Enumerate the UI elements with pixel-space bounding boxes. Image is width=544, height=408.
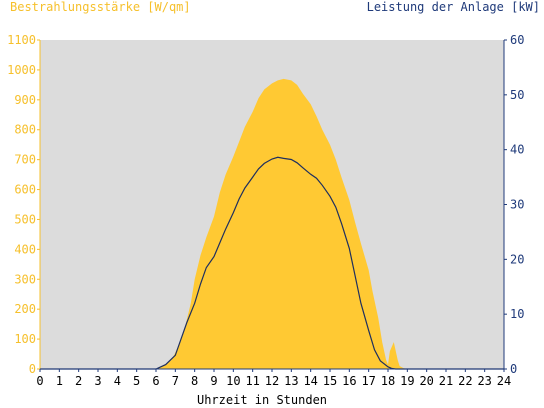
right-tick-label: 60 — [510, 33, 524, 47]
left-tick-label: 600 — [14, 183, 36, 197]
left-tick-label: 700 — [14, 153, 36, 167]
left-tick-label: 400 — [14, 242, 36, 256]
left-tick-label: 100 — [14, 332, 36, 346]
x-tick-label: 0 — [36, 374, 43, 388]
left-tick-label: 500 — [14, 212, 36, 226]
x-tick-label: 20 — [419, 374, 433, 388]
x-tick-label: 21 — [439, 374, 453, 388]
x-tick-label: 4 — [114, 374, 121, 388]
left-tick-label: 1100 — [7, 33, 36, 47]
x-tick-label: 5 — [133, 374, 140, 388]
x-tick-label: 6 — [152, 374, 159, 388]
x-tick-label: 16 — [342, 374, 356, 388]
x-tick-label: 2 — [75, 374, 82, 388]
left-tick-label: 1000 — [7, 63, 36, 77]
x-tick-label: 23 — [477, 374, 491, 388]
x-tick-label: 17 — [361, 374, 375, 388]
x-axis-label: Uhrzeit in Stunden — [196, 393, 328, 407]
x-tick-label: 13 — [284, 374, 298, 388]
x-tick-label: 3 — [94, 374, 101, 388]
right-tick-label: 0 — [510, 362, 517, 376]
x-tick-label: 14 — [303, 374, 317, 388]
left-axis-title: Bestrahlungsstärke [W/qm] — [10, 0, 191, 14]
x-tick-label: 7 — [172, 374, 179, 388]
x-tick-label: 1 — [56, 374, 63, 388]
right-tick-label: 20 — [510, 252, 524, 266]
left-tick-label: 300 — [14, 272, 36, 286]
irradiance-area — [40, 78, 504, 370]
x-tick-label: 12 — [265, 374, 279, 388]
x-tick-label: 11 — [245, 374, 259, 388]
right-tick-label: 40 — [510, 143, 524, 157]
x-tick-label: 9 — [210, 374, 217, 388]
x-tick-label: 24 — [497, 374, 511, 388]
left-tick-label: 0 — [29, 362, 36, 376]
left-tick-label: 200 — [14, 302, 36, 316]
right-tick-label: 30 — [510, 198, 524, 212]
left-tick-label: 900 — [14, 93, 36, 107]
x-tick-label: 22 — [458, 374, 472, 388]
right-axis-title: Leistung der Anlage [kW] — [366, 0, 540, 14]
right-tick-label: 10 — [510, 307, 524, 321]
x-tick-label: 18 — [381, 374, 395, 388]
right-tick-label: 50 — [510, 88, 524, 102]
x-tick-label: 8 — [191, 374, 198, 388]
power-line — [40, 156, 504, 370]
x-tick-label: 19 — [400, 374, 414, 388]
x-tick-label: 15 — [323, 374, 337, 388]
x-tick-label: 10 — [226, 374, 240, 388]
left-tick-label: 800 — [14, 123, 36, 137]
